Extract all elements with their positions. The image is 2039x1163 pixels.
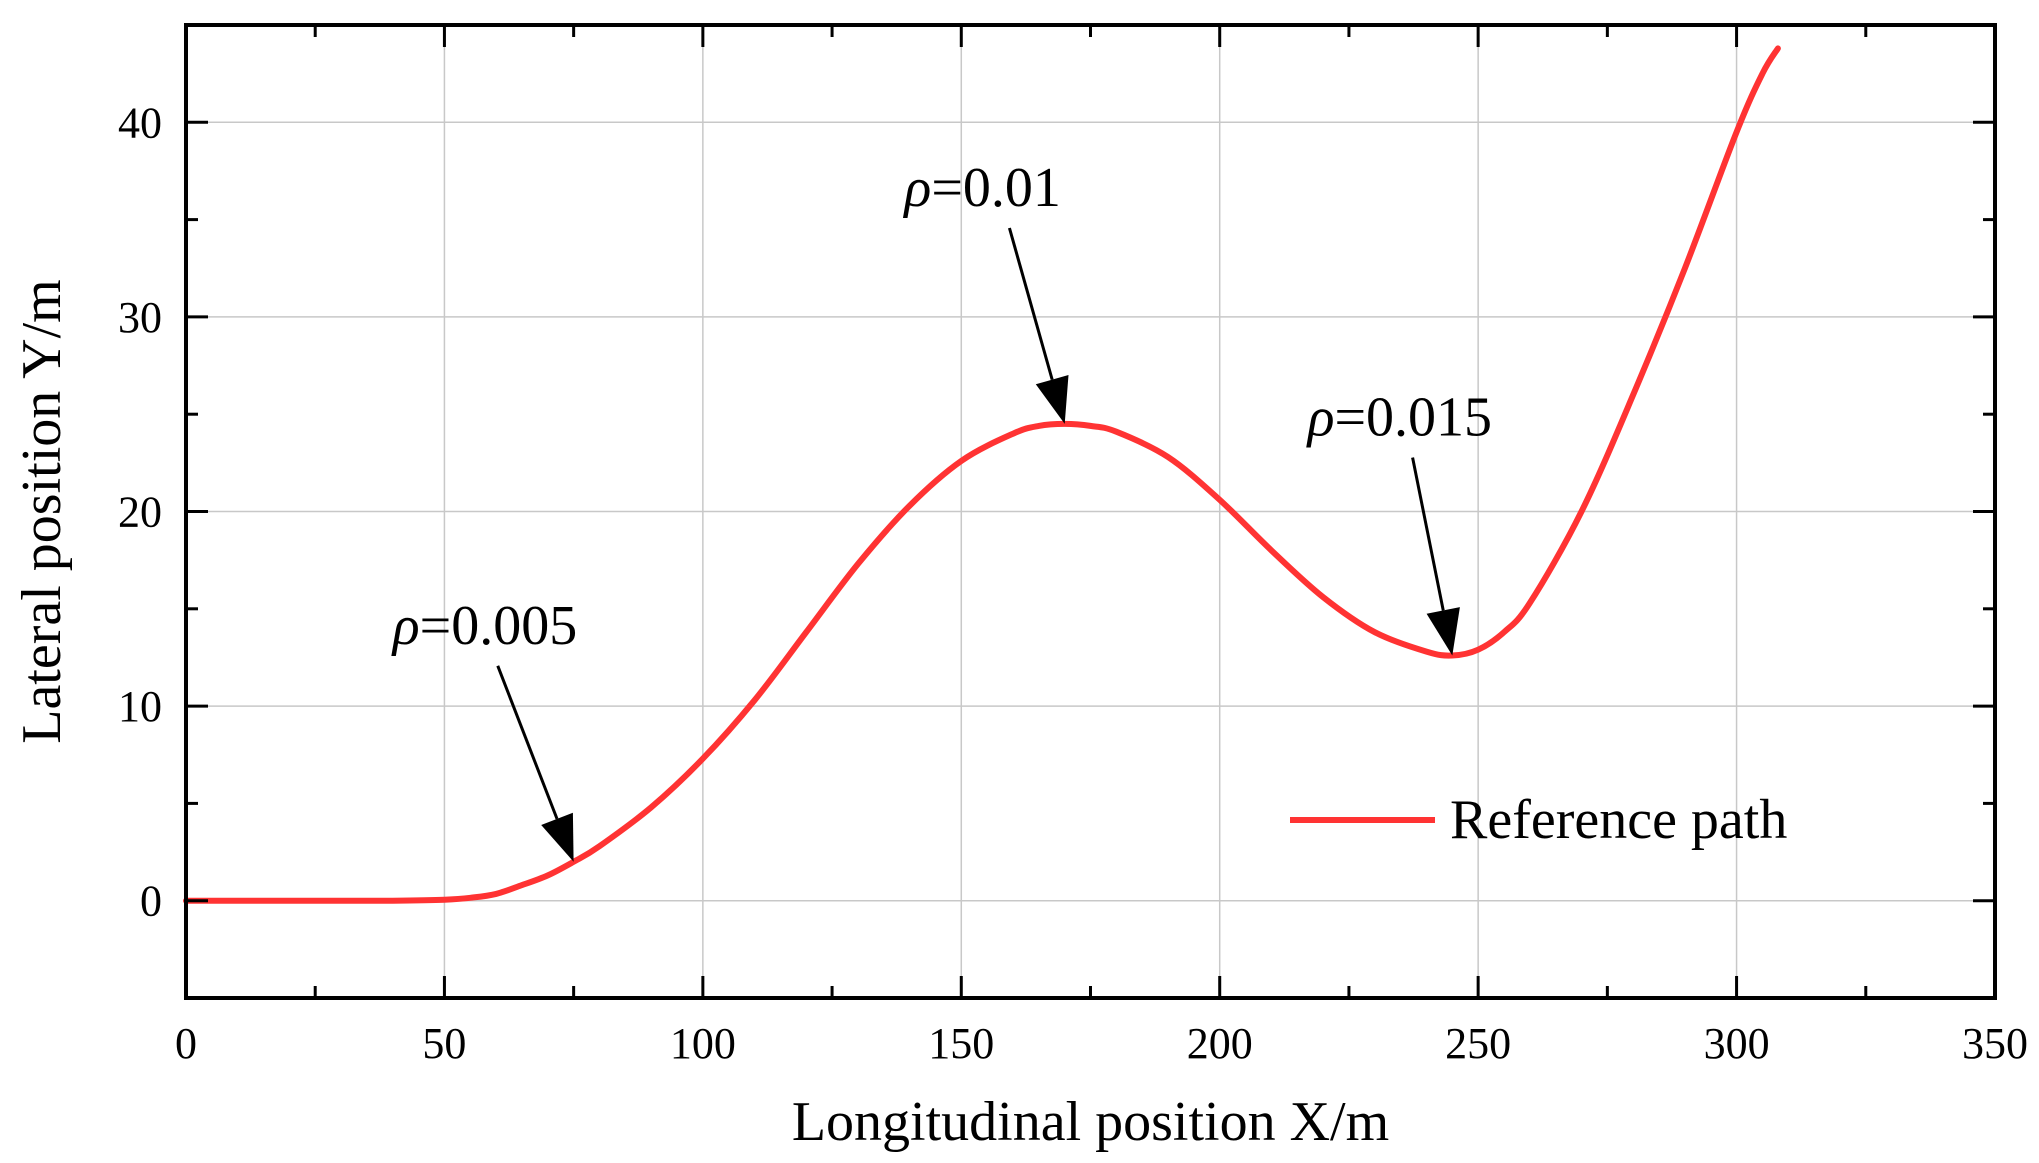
y-axis-label: Lateral position Y/m <box>11 279 73 744</box>
y-tick-label-20: 20 <box>118 488 162 537</box>
x-tick-label-350: 350 <box>1962 1019 2028 1068</box>
annotation-label-1: ρ=0.01 <box>902 157 1060 219</box>
annotation-arrow-shaft-0 <box>496 665 559 820</box>
annotation-arrow-head-1 <box>1035 375 1069 424</box>
x-tick-label-150: 150 <box>928 1019 994 1068</box>
x-tick-label-0: 0 <box>175 1019 197 1068</box>
annotation-symbol: ρ <box>1306 387 1335 449</box>
legend-label-reference-path: Reference path <box>1450 789 1787 851</box>
series-layer <box>183 45 1781 904</box>
annotation-symbol: ρ <box>391 595 420 657</box>
y-tick-label-10: 10 <box>118 682 162 731</box>
y-tick-label-40: 40 <box>118 98 162 147</box>
annotation-label-2: ρ=0.015 <box>1306 387 1492 449</box>
annotation-arrow-head-0 <box>541 812 574 862</box>
annotation-arrow-shaft-1 <box>1007 227 1054 381</box>
legend: Reference path <box>1290 789 1787 851</box>
annotation-arrow-head-2 <box>1426 607 1460 656</box>
y-tick-label-30: 30 <box>118 293 162 342</box>
grid-lines <box>186 25 1995 998</box>
annotation-label-0: ρ=0.005 <box>391 595 577 657</box>
annotation-symbol: ρ <box>902 157 931 219</box>
series-line-reference-path <box>183 45 1781 904</box>
x-tick-label-50: 50 <box>422 1019 466 1068</box>
x-tick-label-200: 200 <box>1187 1019 1253 1068</box>
y-tick-labels: 0 10 20 30 40 <box>118 98 162 925</box>
x-axis-label: Longitudinal position X/m <box>792 1091 1389 1153</box>
annotation-arrow-shaft-2 <box>1411 457 1445 611</box>
x-tick-label-300: 300 <box>1704 1019 1770 1068</box>
annotation-value: =0.005 <box>420 595 578 657</box>
y-tick-label-0: 0 <box>140 877 162 926</box>
x-tick-label-100: 100 <box>670 1019 736 1068</box>
axis-ticks <box>184 23 1997 1000</box>
x-tick-label-250: 250 <box>1445 1019 1511 1068</box>
annotation-value: =0.015 <box>1334 387 1492 449</box>
annotation-value: =0.01 <box>931 157 1061 219</box>
x-tick-labels: 0 50 100 150 200 250 300 350 <box>175 1019 2028 1068</box>
